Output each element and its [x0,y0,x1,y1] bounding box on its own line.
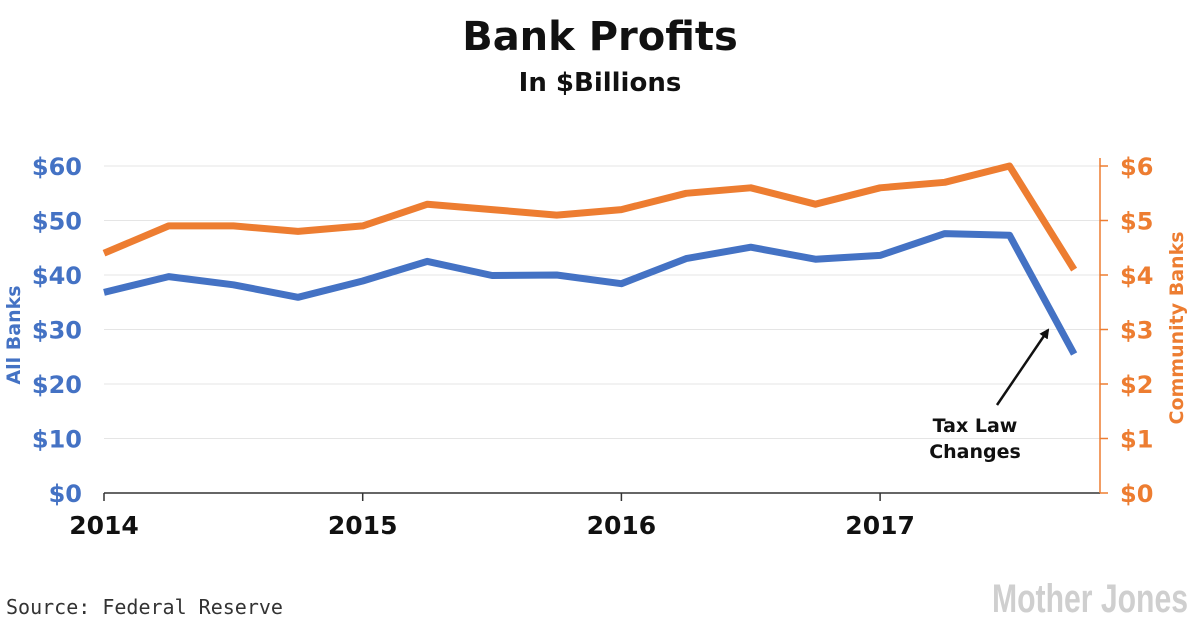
right-y-tick-label: $2 [1120,371,1153,399]
chart-subtitle: In $Billions [519,68,682,98]
annotation: Tax Law Changes [929,328,1050,463]
x-tick-label: 2017 [845,511,915,540]
left-y-tick-label: $20 [32,371,82,399]
left-y-tick-label: $40 [32,262,82,290]
community-banks-line [102,162,1078,272]
x-tick-label: 2015 [328,511,398,540]
left-y-tick-label: $30 [32,317,82,345]
annotation-text-line2: Changes [929,441,1021,463]
chart-title: Bank Profits [462,14,738,60]
axes [104,158,1101,494]
gridlines [104,165,1100,439]
left-y-tick-label: $0 [49,480,82,508]
x-ticks: 2014 2015 2016 2017 [69,493,915,540]
right-y-tick-label: $1 [1120,426,1153,454]
left-y-tick-label: $50 [32,208,82,236]
series-lines [102,162,1078,356]
right-axis-label: Community Banks [1166,231,1188,424]
right-y-tick-label: $3 [1120,317,1153,345]
right-y-tick-label: $6 [1120,153,1153,181]
publisher-logo: Mother Jones [992,577,1188,621]
left-y-tick-label: $60 [32,153,82,181]
annotation-text-line1: Tax Law [933,415,1018,437]
right-y-tick-label: $5 [1120,208,1153,236]
right-y-tick-label: $4 [1120,262,1153,290]
left-y-ticks: $0 $10 $20 $30 $40 $50 $60 [32,153,82,508]
annotation-arrow [995,328,1050,406]
left-y-tick-label: $10 [32,426,82,454]
right-y-tick-label: $0 [1120,480,1153,508]
left-axis-label: All Banks [3,285,25,384]
all-banks-line [103,230,1078,356]
right-y-ticks: $0 $1 $2 $3 $4 $5 $6 [1100,153,1153,508]
source-note: Source: Federal Reserve [6,595,283,619]
x-tick-label: 2016 [587,511,657,540]
x-tick-label: 2014 [69,511,139,540]
